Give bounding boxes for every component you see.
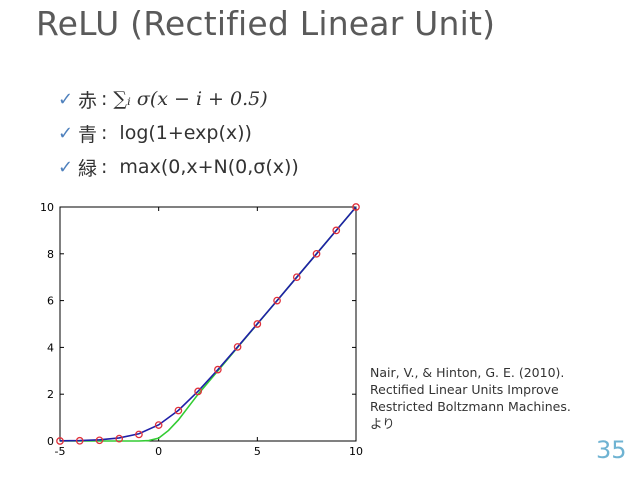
bullet-green: ✓ 緑 : max(0,x+N(0,σ(x)) — [58, 150, 299, 184]
y-tick-label: 10 — [40, 201, 54, 214]
bullet-separator: : — [101, 156, 108, 178]
data-point — [332, 226, 341, 235]
data-point — [292, 273, 301, 282]
check-icon: ✓ — [58, 122, 74, 144]
data-point — [154, 421, 163, 429]
citation-line: より — [370, 416, 395, 431]
data-point — [233, 343, 242, 351]
bullet-color-label: 赤 — [78, 89, 98, 112]
data-point — [352, 203, 360, 211]
citation-line: Nair, V., & Hinton, G. E. (2010). — [370, 365, 565, 380]
data-point — [194, 387, 202, 396]
y-tick-label: 0 — [47, 435, 54, 448]
plot-frame — [59, 206, 357, 442]
bullet-list: ✓ 赤 : ∑ᵢ σ(x − i + 0.5) ✓ 青 : log(1+exp(… — [58, 82, 299, 184]
y-tick-label: 4 — [47, 341, 54, 354]
bullet-formula: log(1+exp(x)) — [119, 122, 252, 144]
citation-line: Rectified Linear Units Improve — [370, 382, 559, 397]
x-tick-label: 5 — [254, 445, 261, 457]
citation: Nair, V., & Hinton, G. E. (2010). Rectif… — [370, 364, 571, 432]
citation-line: Restricted Boltzmann Machines. — [370, 399, 571, 414]
bullet-separator: : — [101, 122, 108, 144]
x-tick-label: 10 — [349, 445, 363, 457]
bullet-color-label: 緑 — [78, 157, 98, 180]
bullet-blue: ✓ 青 : log(1+exp(x)) — [58, 116, 299, 150]
data-point — [95, 436, 104, 445]
data-point — [135, 430, 143, 439]
x-tick-label: 0 — [155, 445, 162, 457]
bullet-separator: : — [101, 88, 108, 110]
data-point — [214, 365, 222, 374]
y-tick-label: 6 — [47, 295, 54, 308]
bullet-red: ✓ 赤 : ∑ᵢ σ(x − i + 0.5) — [58, 82, 299, 116]
data-point — [253, 320, 262, 328]
check-icon: ✓ — [58, 156, 74, 178]
bullet-color-label: 青 — [78, 123, 98, 146]
data-point — [115, 434, 124, 443]
y-tick-label: 8 — [47, 248, 54, 261]
bullet-formula: max(0,x+N(0,σ(x)) — [119, 156, 299, 178]
x-tick-label: -5 — [55, 445, 66, 457]
y-tick-label: 2 — [47, 388, 54, 401]
data-point — [75, 436, 84, 445]
slide-title: ReLU (Rectified Linear Unit) — [36, 4, 496, 43]
check-icon: ✓ — [58, 88, 74, 110]
data-point — [273, 296, 281, 305]
data-point — [312, 249, 321, 258]
bullet-formula: ∑ᵢ σ(x − i + 0.5) — [113, 88, 268, 110]
page-number: 35 — [596, 436, 627, 464]
data-point — [174, 406, 183, 415]
data-point — [56, 437, 64, 445]
series-line — [59, 206, 357, 442]
